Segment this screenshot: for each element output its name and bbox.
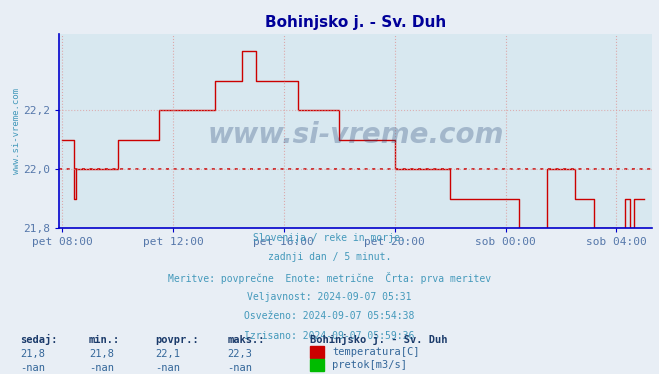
Text: -nan: -nan xyxy=(155,362,180,373)
Text: povpr.:: povpr.: xyxy=(155,335,198,345)
Text: www.si-vreme.com: www.si-vreme.com xyxy=(208,121,504,149)
Bar xyxy=(310,359,324,371)
Text: Veljavnost: 2024-09-07 05:31: Veljavnost: 2024-09-07 05:31 xyxy=(247,292,412,301)
Text: 22,3: 22,3 xyxy=(227,349,252,359)
Text: -nan: -nan xyxy=(20,362,45,373)
Text: -nan: -nan xyxy=(227,362,252,373)
Text: sedaj:: sedaj: xyxy=(20,334,57,345)
Title: Bohinjsko j. - Sv. Duh: Bohinjsko j. - Sv. Duh xyxy=(265,15,447,30)
Bar xyxy=(310,346,324,358)
Text: -nan: -nan xyxy=(89,362,114,373)
Text: pretok[m3/s]: pretok[m3/s] xyxy=(332,360,407,370)
Text: 22,1: 22,1 xyxy=(155,349,180,359)
Text: Slovenija / reke in morje.: Slovenija / reke in morje. xyxy=(253,233,406,242)
Text: temperatura[C]: temperatura[C] xyxy=(332,347,420,357)
Text: Meritve: povprečne  Enote: metrične  Črta: prva meritev: Meritve: povprečne Enote: metrične Črta:… xyxy=(168,272,491,284)
Text: zadnji dan / 5 minut.: zadnji dan / 5 minut. xyxy=(268,252,391,262)
Text: Izrisano: 2024-09-07 05:59:36: Izrisano: 2024-09-07 05:59:36 xyxy=(244,331,415,341)
Text: 21,8: 21,8 xyxy=(89,349,114,359)
Text: 21,8: 21,8 xyxy=(20,349,45,359)
Text: Osveženo: 2024-09-07 05:54:38: Osveženo: 2024-09-07 05:54:38 xyxy=(244,311,415,321)
Text: min.:: min.: xyxy=(89,335,120,345)
Y-axis label: www.si-vreme.com: www.si-vreme.com xyxy=(11,88,20,174)
Text: Bohinjsko j. - Sv. Duh: Bohinjsko j. - Sv. Duh xyxy=(310,334,447,345)
Text: maks.:: maks.: xyxy=(227,335,265,345)
